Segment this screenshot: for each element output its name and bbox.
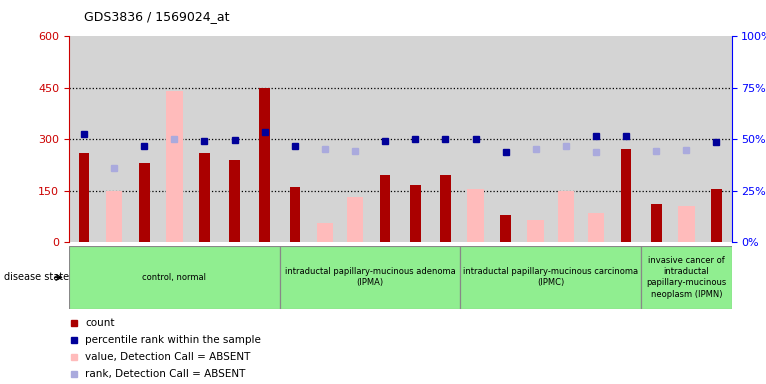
Bar <box>166 91 182 242</box>
Text: percentile rank within the sample: percentile rank within the sample <box>85 335 261 345</box>
Bar <box>106 190 123 242</box>
Bar <box>460 246 641 309</box>
Bar <box>500 215 511 242</box>
Bar <box>316 223 333 242</box>
Bar <box>528 220 544 242</box>
Text: intraductal papillary-mucinous carcinoma
(IPMC): intraductal papillary-mucinous carcinoma… <box>463 267 638 288</box>
Bar <box>651 204 662 242</box>
Text: control, normal: control, normal <box>142 273 206 282</box>
Bar <box>199 153 210 242</box>
Bar <box>621 149 631 242</box>
Bar <box>380 175 391 242</box>
Bar <box>260 88 270 242</box>
Text: intraductal papillary-mucinous adenoma
(IPMA): intraductal papillary-mucinous adenoma (… <box>285 267 456 288</box>
Text: invasive cancer of
intraductal
papillary-mucinous
neoplasm (IPMN): invasive cancer of intraductal papillary… <box>647 256 726 299</box>
Bar <box>440 175 450 242</box>
Bar <box>410 185 421 242</box>
Bar <box>290 187 300 242</box>
Bar <box>69 246 280 309</box>
Text: value, Detection Call = ABSENT: value, Detection Call = ABSENT <box>85 352 250 362</box>
Bar <box>467 189 484 242</box>
Bar <box>558 190 574 242</box>
Text: disease state: disease state <box>4 272 69 283</box>
Text: GDS3836 / 1569024_at: GDS3836 / 1569024_at <box>84 10 230 23</box>
Bar <box>711 189 722 242</box>
Bar <box>79 153 90 242</box>
Bar <box>678 206 695 242</box>
Bar <box>588 213 604 242</box>
Bar <box>641 246 732 309</box>
Text: count: count <box>85 318 115 328</box>
Bar <box>347 197 363 242</box>
Bar <box>280 246 460 309</box>
Bar <box>229 160 240 242</box>
Text: rank, Detection Call = ABSENT: rank, Detection Call = ABSENT <box>85 369 246 379</box>
Bar <box>139 163 149 242</box>
